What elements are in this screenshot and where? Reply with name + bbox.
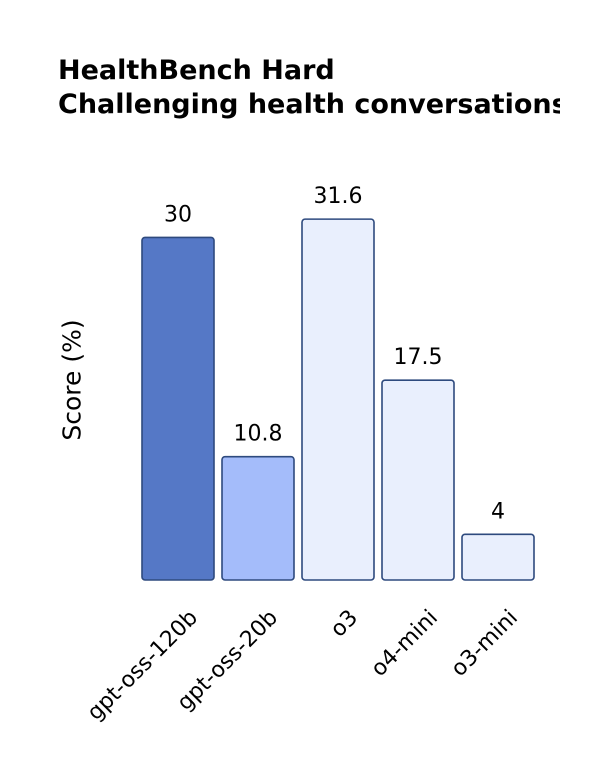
bar-o3-mini	[461, 533, 535, 581]
bars-group	[141, 218, 535, 581]
bar-o4-mini	[381, 379, 455, 581]
value-labels-group: 30 10.8 31.6 17.5 4	[164, 184, 505, 524]
x-tick-label-o3-mini: o3-mini	[447, 605, 523, 681]
chart-title: HealthBench Hard	[58, 55, 335, 86]
x-tick-label-o4-mini: o4-mini	[367, 605, 443, 681]
bar-o3	[301, 218, 375, 581]
chart-title-block: HealthBench Hard Challenging health conv…	[58, 54, 560, 124]
value-label-o3-mini: 4	[491, 499, 505, 524]
value-label-gpt-oss-120b: 30	[164, 202, 192, 227]
bar-gpt-oss-120b	[141, 236, 215, 581]
bar-gpt-oss-20b	[221, 455, 295, 581]
value-label-o4-mini: 17.5	[394, 345, 443, 370]
x-tick-label-o3: o3	[326, 605, 363, 642]
value-label-o3: 31.6	[314, 184, 363, 209]
value-label-gpt-oss-20b: 10.8	[234, 422, 283, 447]
chart-subtitle: Challenging health conversations	[58, 89, 560, 120]
